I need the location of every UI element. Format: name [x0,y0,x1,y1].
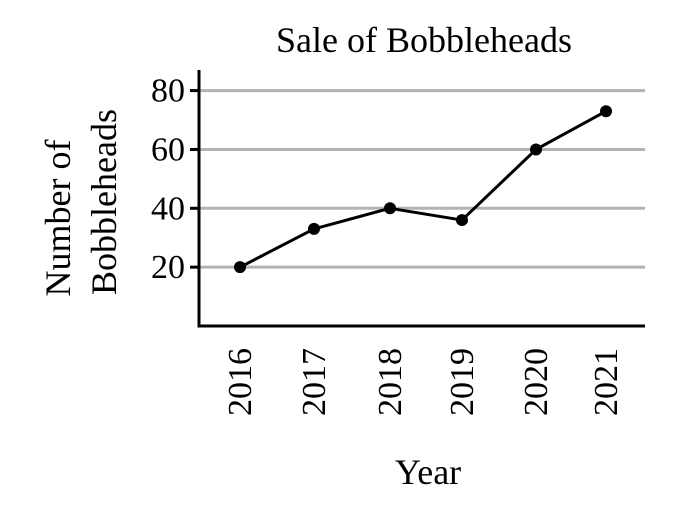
x-tick-label: 2016 [222,348,259,416]
data-point [456,214,468,227]
y-axis-label-line-2: Bobbleheads [84,109,124,295]
x-tick-label: 2018 [372,348,409,416]
data-point [384,202,396,215]
x-tick-label: 2021 [588,348,625,416]
y-tick-label: 80 [151,73,185,110]
series-line [239,109,607,269]
data-point [600,105,612,118]
grid-lines [199,89,645,269]
data-point [234,261,246,274]
x-tick-label: 2017 [296,348,333,416]
y-tick-label: 60 [151,131,185,168]
x-tick-label: 2019 [444,348,481,416]
x-tick-labels: 2016 2017 2018 2019 2020 2021 [222,348,625,416]
data-point [530,143,542,156]
chart-title: Sale of Bobbleheads [276,20,572,60]
x-tick-label: 2020 [518,348,555,416]
y-axis-label-line-1: Number of [38,140,78,297]
x-axis-label: Year [395,452,461,492]
y-tick-label: 40 [151,190,185,227]
y-axis-label: Number of Bobbleheads [38,109,124,296]
y-tick-label: 20 [151,249,185,286]
data-point [308,222,320,235]
y-tick-labels: 20 40 60 80 [151,73,199,286]
data-points [234,105,612,274]
